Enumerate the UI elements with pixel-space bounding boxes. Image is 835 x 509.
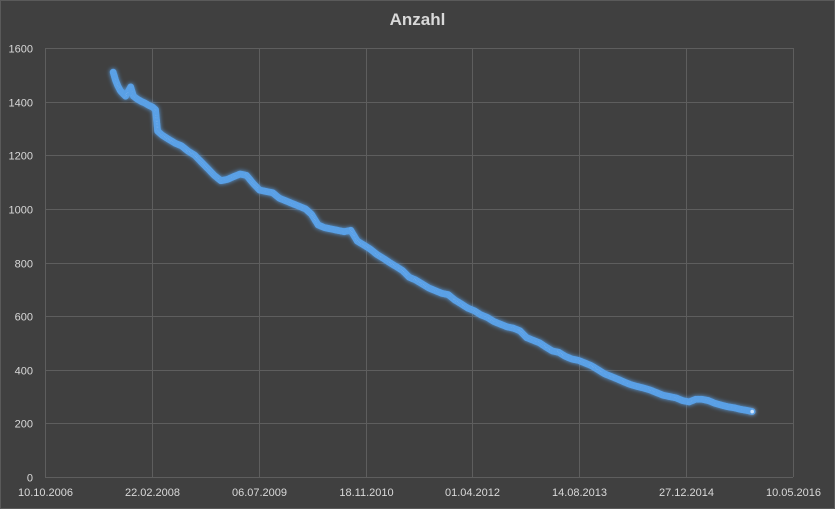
data-series <box>109 68 756 415</box>
y-tick-label: 1200 <box>9 151 33 163</box>
y-tick-label: 0 <box>27 473 33 485</box>
chart-title: Anzahl <box>389 10 446 29</box>
y-tick-label: 600 <box>15 312 33 324</box>
y-tick-label: 1400 <box>9 98 33 110</box>
x-tick-label: 10.10.2006 <box>18 487 73 499</box>
y-tick-label: 1600 <box>9 44 33 56</box>
y-tick-label: 1000 <box>9 205 33 217</box>
x-tick-label: 27.12.2014 <box>659 487 714 499</box>
y-tick-label: 800 <box>15 259 33 271</box>
y-tick-label: 400 <box>15 366 33 378</box>
x-tick-label: 01.04.2012 <box>445 487 500 499</box>
y-tick-label: 200 <box>15 419 33 431</box>
x-tick-label: 06.07.2009 <box>232 487 287 499</box>
axis-labels: 0 200 400 600 800 1000 1200 1400 1600 10.10.2006 2… <box>9 44 822 500</box>
x-tick-label: 10.05.2016 <box>766 487 821 499</box>
x-tick-label: 18.11.2010 <box>339 487 393 499</box>
data-point <box>748 408 756 415</box>
x-tick-label: 14.08.2013 <box>552 487 607 499</box>
gridlines <box>45 48 794 478</box>
x-tick-label: 22.02.2008 <box>125 487 180 499</box>
